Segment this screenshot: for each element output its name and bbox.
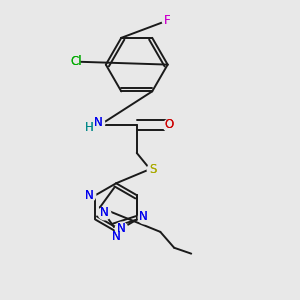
Text: N: N bbox=[112, 230, 121, 243]
Text: F: F bbox=[164, 14, 171, 27]
Text: Cl: Cl bbox=[70, 55, 82, 68]
Text: F: F bbox=[164, 14, 171, 27]
Text: N: N bbox=[94, 116, 103, 129]
Text: H: H bbox=[84, 122, 93, 134]
Text: N: N bbox=[84, 189, 93, 202]
Text: S: S bbox=[149, 163, 157, 176]
Text: O: O bbox=[164, 118, 174, 131]
Text: N: N bbox=[117, 222, 126, 235]
Text: N: N bbox=[139, 210, 148, 223]
Text: N: N bbox=[100, 206, 109, 219]
Text: N: N bbox=[94, 116, 103, 129]
Text: Cl: Cl bbox=[70, 55, 82, 68]
Text: O: O bbox=[164, 118, 174, 131]
Text: N: N bbox=[100, 206, 109, 219]
Text: N: N bbox=[112, 230, 121, 243]
Text: N: N bbox=[117, 222, 126, 235]
Text: N: N bbox=[139, 210, 148, 223]
Text: S: S bbox=[149, 163, 157, 176]
Text: N: N bbox=[84, 189, 93, 202]
Text: H: H bbox=[84, 122, 93, 134]
